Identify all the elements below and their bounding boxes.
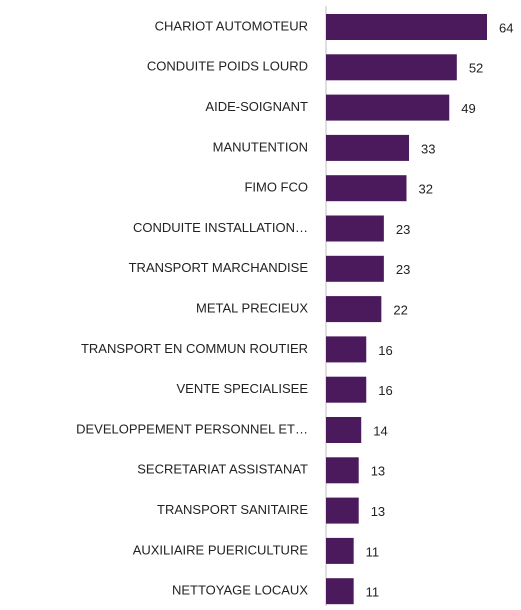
bar <box>326 417 362 443</box>
category-label: SECRETARIAT ASSISTANAT <box>137 462 308 477</box>
category-label: NETTOYAGE LOCAUX <box>172 583 308 598</box>
category-label: CONDUITE POIDS LOURD <box>147 59 308 74</box>
category-label: MANUTENTION <box>213 139 308 154</box>
bar <box>326 14 487 40</box>
bar <box>326 336 367 363</box>
value-label: 32 <box>419 182 433 197</box>
value-label: 13 <box>371 504 385 519</box>
bar <box>326 134 410 161</box>
category-label: CONDUITE INSTALLATION… <box>133 220 308 235</box>
category-label: VENTE SPECIALISEE <box>177 381 309 396</box>
bar <box>326 94 450 121</box>
category-label: AUXILIAIRE PUERICULTURE <box>133 542 309 557</box>
bar <box>326 497 359 524</box>
category-label: METAL PRECIEUX <box>196 301 308 316</box>
value-label: 16 <box>378 383 392 398</box>
category-label: AIDE-SOIGNANT <box>205 99 308 114</box>
category-label: DEVELOPPEMENT PERSONNEL ET… <box>76 421 308 436</box>
category-label: TRANSPORT SANITAIRE <box>157 502 308 517</box>
value-label: 23 <box>396 222 410 237</box>
bar <box>326 296 382 323</box>
bar <box>326 376 367 403</box>
bar <box>326 215 384 242</box>
category-label: TRANSPORT EN COMMUN ROUTIER <box>81 341 308 356</box>
value-label: 11 <box>366 544 380 559</box>
category-label: CHARIOT AUTOMOTEUR <box>155 18 308 33</box>
bar <box>326 175 407 202</box>
bar <box>326 537 354 564</box>
value-label: 23 <box>396 262 410 277</box>
bar <box>326 578 354 605</box>
bar <box>326 54 457 81</box>
value-label: 11 <box>366 585 380 600</box>
value-label: 13 <box>371 464 385 479</box>
value-label: 16 <box>378 343 392 358</box>
bar <box>326 255 384 282</box>
bar <box>326 457 359 484</box>
category-label: FIMO FCO <box>244 180 308 195</box>
value-label: 64 <box>499 20 513 35</box>
value-label: 14 <box>373 423 387 438</box>
value-label: 33 <box>421 141 435 156</box>
value-label: 49 <box>461 101 475 116</box>
value-label: 22 <box>393 303 407 318</box>
category-label: TRANSPORT MARCHANDISE <box>129 260 309 275</box>
value-label: 52 <box>469 61 483 76</box>
